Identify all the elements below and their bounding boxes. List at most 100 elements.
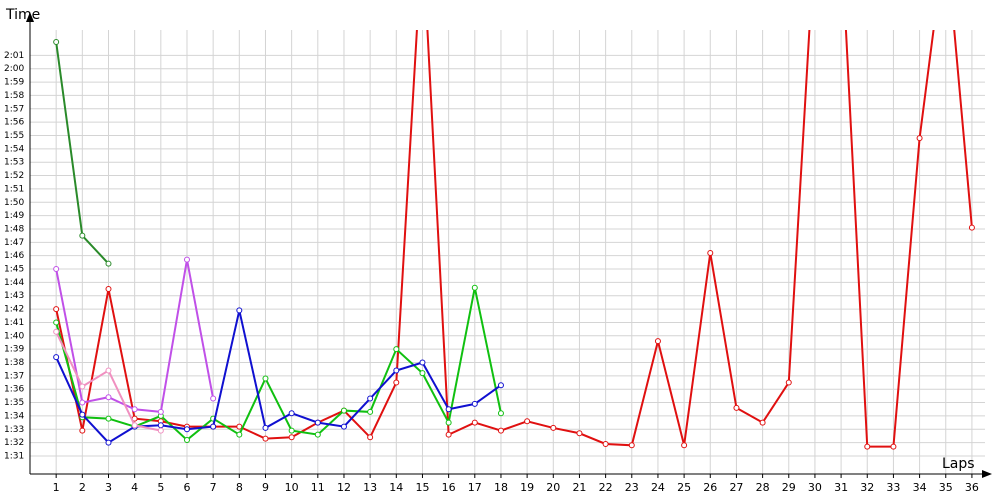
point bbox=[576, 430, 583, 437]
y-tick-label: 1:59 bbox=[4, 78, 24, 88]
y-tick-label: 1:33 bbox=[4, 425, 24, 435]
point bbox=[183, 436, 190, 443]
y-tick-label: 2:01 bbox=[4, 51, 24, 61]
x-tick-label: 8 bbox=[236, 481, 243, 494]
x-tick-label: 13 bbox=[363, 481, 377, 494]
point bbox=[157, 427, 164, 434]
x-tick-label: 22 bbox=[599, 481, 613, 494]
point bbox=[314, 431, 321, 438]
point bbox=[419, 359, 426, 366]
x-tick-label: 25 bbox=[677, 481, 691, 494]
point bbox=[262, 424, 269, 431]
x-tick-label: 15 bbox=[415, 481, 429, 494]
y-tick-label: 2:00 bbox=[4, 64, 24, 74]
point bbox=[393, 379, 400, 386]
y-tick-label: 1:57 bbox=[4, 104, 24, 114]
point bbox=[53, 266, 60, 273]
y-tick-label: 1:37 bbox=[4, 371, 24, 381]
point bbox=[890, 443, 897, 450]
point bbox=[419, 370, 426, 377]
x-tick-label: 18 bbox=[494, 481, 508, 494]
y-tick-label: 1:45 bbox=[4, 265, 24, 275]
series-line bbox=[55, 287, 502, 442]
point bbox=[393, 346, 400, 353]
point bbox=[367, 434, 374, 441]
y-tick-label: 1:31 bbox=[4, 451, 24, 461]
point bbox=[183, 256, 190, 263]
x-tick-label: 21 bbox=[572, 481, 586, 494]
x-tick-label: 29 bbox=[782, 481, 796, 494]
point bbox=[367, 395, 374, 402]
y-tick-label: 1:36 bbox=[4, 385, 24, 395]
point bbox=[157, 408, 164, 415]
y-axis-label: Time bbox=[5, 7, 40, 23]
x-tick-label: 4 bbox=[131, 481, 138, 494]
point bbox=[524, 418, 531, 425]
point bbox=[236, 431, 243, 438]
point bbox=[445, 419, 452, 426]
point bbox=[288, 410, 295, 417]
y-tick-label: 1:38 bbox=[4, 358, 24, 368]
x-tick-label: 27 bbox=[729, 481, 743, 494]
y-tick-label: 1:53 bbox=[4, 158, 24, 168]
x-tick-label: 26 bbox=[703, 481, 717, 494]
x-tick-label: 10 bbox=[285, 481, 299, 494]
point bbox=[79, 383, 86, 390]
y-tick-label: 1:40 bbox=[4, 331, 24, 341]
x-tick-label: 33 bbox=[886, 481, 900, 494]
x-tick-label: 30 bbox=[808, 481, 822, 494]
point bbox=[968, 224, 975, 231]
point bbox=[733, 404, 740, 411]
point bbox=[79, 427, 86, 434]
point bbox=[79, 411, 86, 418]
point bbox=[53, 39, 60, 46]
point bbox=[471, 419, 478, 426]
point bbox=[602, 440, 609, 447]
point bbox=[445, 431, 452, 438]
point bbox=[628, 442, 635, 449]
x-tick-label: 5 bbox=[157, 481, 164, 494]
point bbox=[105, 439, 112, 446]
x-axis-arrow bbox=[982, 470, 992, 478]
point bbox=[550, 424, 557, 431]
plot-area bbox=[53, 30, 975, 450]
x-tick-label: 17 bbox=[468, 481, 482, 494]
x-tick-label: 2 bbox=[79, 481, 86, 494]
y-tick-label: 1:39 bbox=[4, 345, 24, 355]
point bbox=[654, 338, 661, 345]
x-tick-label: 36 bbox=[965, 481, 979, 494]
y-tick-label: 1:42 bbox=[4, 305, 24, 315]
x-tick-label: 3 bbox=[105, 481, 112, 494]
point bbox=[288, 427, 295, 434]
point bbox=[681, 442, 688, 449]
point bbox=[131, 422, 138, 429]
point bbox=[497, 427, 504, 434]
x-tick-label: 23 bbox=[625, 481, 639, 494]
x-tick-label: 6 bbox=[183, 481, 190, 494]
x-tick-label: 14 bbox=[389, 481, 403, 494]
x-tick-label: 11 bbox=[311, 481, 325, 494]
point bbox=[707, 250, 714, 257]
point bbox=[79, 399, 86, 406]
point bbox=[759, 419, 766, 426]
point bbox=[79, 232, 86, 239]
y-tick-label: 1:46 bbox=[4, 251, 24, 261]
x-tick-label: 28 bbox=[756, 481, 770, 494]
y-tick-label: 1:51 bbox=[4, 184, 24, 194]
point bbox=[393, 367, 400, 374]
x-tick-label: 31 bbox=[834, 481, 848, 494]
y-tick-label: 1:58 bbox=[4, 91, 24, 101]
point bbox=[236, 307, 243, 314]
point bbox=[210, 395, 217, 402]
y-tick-label: 1:34 bbox=[4, 411, 24, 421]
point bbox=[471, 284, 478, 291]
point bbox=[340, 423, 347, 430]
x-tick-label: 35 bbox=[939, 481, 953, 494]
x-axis-label: Laps bbox=[942, 456, 975, 472]
x-tick-label: 1 bbox=[53, 481, 60, 494]
y-axis-arrow bbox=[26, 12, 34, 22]
point bbox=[497, 382, 504, 389]
y-tick-label: 1:54 bbox=[4, 144, 24, 154]
y-tick-label: 1:48 bbox=[4, 224, 24, 234]
